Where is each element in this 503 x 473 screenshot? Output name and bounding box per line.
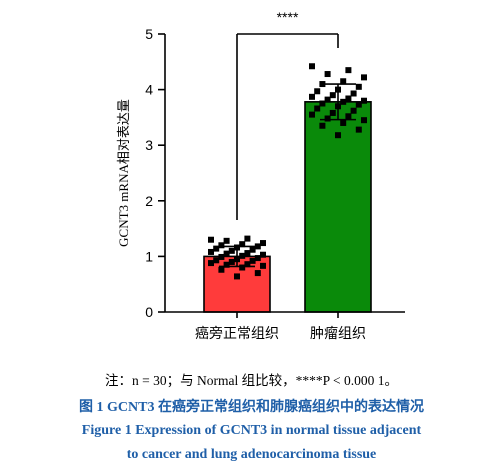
data-point [254,255,261,262]
data-point [260,262,266,269]
significance-label: **** [277,9,299,25]
bars [203,101,372,313]
figure-caption-cn: 图 1 GCNT3 在癌旁正常组织和肺腺癌组织中的表达情况 [79,400,424,415]
data-point [218,253,225,260]
y-tick-label: 2 [145,193,153,209]
significance-bracket: **** [236,9,339,220]
data-point [254,270,261,277]
figure-caption-en-line2: to cancer and lung adenocarcinoma tissue [126,447,377,462]
data-point [244,235,251,242]
data-point [213,245,220,252]
data-point [249,257,256,264]
x-tick-label: 肿瘤组织 [310,325,366,342]
data-point [324,96,331,103]
y-tick-label: 4 [145,82,153,98]
data-point [260,251,266,258]
data-point [314,105,321,112]
y-tick-label: 3 [145,137,153,153]
data-point [239,252,246,259]
data-point [350,90,357,97]
y-tick-label: 0 [145,304,153,320]
y-axis-label: GCNT3 mRNA相对表达量 [116,99,131,247]
data-point [239,241,246,248]
y-tick-label: 5 [145,26,153,42]
data-point [340,119,347,126]
data-point [208,236,214,243]
data-point [223,237,230,244]
data-point [340,78,347,85]
data-point [350,107,357,114]
data-point [324,115,331,122]
data-point [355,83,362,90]
data-point [244,261,251,268]
data-point [309,111,315,118]
y-tick-label: 1 [145,248,153,264]
data-point [345,95,352,102]
data-point [223,261,230,268]
x-tick-label: 癌旁正常组织 [195,325,279,342]
data-point [309,63,315,70]
figure-caption-en-line1: Figure 1 Expression of GCNT3 in normal t… [81,423,422,438]
data-point [361,97,367,104]
data-point [340,98,347,105]
data-point [329,109,336,116]
data-point [319,122,326,129]
data-point [234,273,240,280]
data-point [314,88,321,95]
data-point [309,93,315,100]
bar-chart: 0 1 2 3 4 5 癌旁正常组织 肿瘤组织 **** GCNT3 mRNA相对表达量 [116,9,405,342]
data-point [324,71,331,78]
data-point [218,242,225,249]
x-axis: 癌旁正常组织 肿瘤组织 [165,311,405,342]
data-point [355,101,362,108]
data-point [329,92,336,99]
data-point [223,250,230,257]
data-point [208,248,214,255]
data-point [345,113,352,120]
error-bars [219,83,356,268]
data-point [228,258,235,265]
data-point [361,74,367,81]
data-point [213,257,220,264]
figure-note: 注：n = 30；与 Normal 组比较，****P < 0.000 1。 [105,373,398,388]
data-point [355,126,362,133]
y-axis: 0 1 2 3 4 5 [145,26,166,320]
data-point [335,132,341,139]
data-point [319,100,326,107]
data-point [239,264,246,271]
data-point [260,240,266,247]
data-point [254,243,261,250]
data-point [218,266,225,273]
data-point [244,250,251,257]
data-point [249,246,256,253]
data-point [208,260,214,267]
data-point [345,67,352,74]
data-point [361,117,367,124]
data-point [228,247,235,254]
